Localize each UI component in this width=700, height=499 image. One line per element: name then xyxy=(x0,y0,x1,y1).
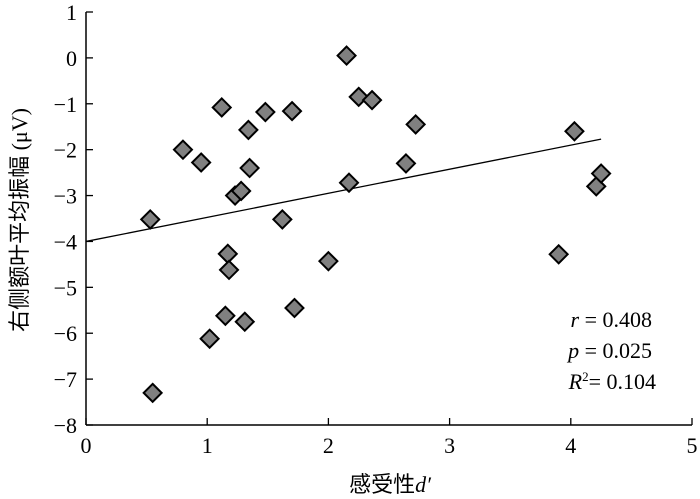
data-point xyxy=(590,163,612,184)
data-point xyxy=(548,243,570,265)
data-point xyxy=(564,120,585,142)
x-tick-label: 0 xyxy=(81,433,92,458)
data-point xyxy=(237,119,259,141)
data-point xyxy=(190,152,212,173)
data-point xyxy=(239,157,261,179)
x-tick-label: 5 xyxy=(687,433,698,458)
data-point xyxy=(139,209,161,230)
data-point xyxy=(361,89,383,111)
y-tick-label: −4 xyxy=(54,229,77,254)
x-axis-label: 感受性d′ xyxy=(349,472,432,497)
data-point xyxy=(284,297,305,319)
data-point xyxy=(217,243,239,265)
data-point xyxy=(230,180,252,202)
data-point xyxy=(199,328,221,350)
annotation-r: r = 0.408 xyxy=(571,307,652,332)
y-tick-label: −6 xyxy=(54,321,77,346)
data-point xyxy=(317,250,339,272)
data-point xyxy=(338,172,360,194)
data-point xyxy=(336,45,357,67)
x-tick-label: 3 xyxy=(444,433,455,458)
data-point xyxy=(405,114,427,135)
x-tick-label: 1 xyxy=(202,433,213,458)
y-tick-label: −2 xyxy=(54,138,77,163)
data-point xyxy=(211,97,233,118)
data-points xyxy=(139,45,612,404)
y-tick-label: −5 xyxy=(54,275,77,300)
data-point xyxy=(214,305,236,327)
data-point xyxy=(218,259,240,281)
annotation-p: p = 0.025 xyxy=(566,338,652,363)
data-point xyxy=(281,100,303,122)
y-tick-label: 0 xyxy=(66,46,77,71)
x-tick-label: 4 xyxy=(565,433,576,458)
y-tick-label: −3 xyxy=(54,184,77,209)
trendline xyxy=(85,138,602,243)
data-point xyxy=(172,139,194,161)
y-tick-label: −7 xyxy=(54,367,77,392)
x-tick-label: 2 xyxy=(323,433,334,458)
data-point xyxy=(271,209,293,230)
data-point xyxy=(395,153,417,174)
axes: 0 1 2 3 4 5 1 0 −1 −2 −3 −4 −5 −6 −7 −8 xyxy=(54,0,698,458)
y-tick-label: −1 xyxy=(54,92,77,117)
y-axis-label: 右侧额叶平均振幅 (μV) xyxy=(7,108,32,332)
data-point xyxy=(254,101,276,123)
y-tick-label: −8 xyxy=(54,413,77,438)
annotation-r2: R2= 0.104 xyxy=(568,369,656,394)
data-point xyxy=(142,382,164,404)
y-tick-label: 1 xyxy=(66,0,77,25)
data-point xyxy=(234,311,256,333)
